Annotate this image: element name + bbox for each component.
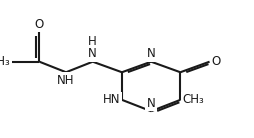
Text: O: O — [212, 55, 221, 68]
Text: N: N — [147, 47, 155, 60]
Text: CH₃: CH₃ — [182, 93, 204, 106]
Text: HN: HN — [102, 93, 120, 106]
Text: N: N — [147, 97, 155, 110]
Text: NH: NH — [57, 74, 75, 87]
Text: H
N: H N — [88, 35, 97, 60]
Text: CH₃: CH₃ — [0, 55, 10, 68]
Text: O: O — [35, 18, 44, 31]
